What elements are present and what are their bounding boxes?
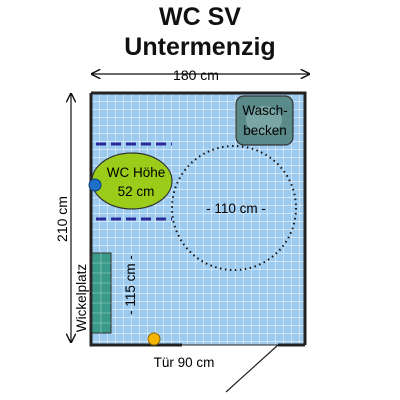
wc-label-line-2: 52 cm — [118, 184, 155, 199]
door-label: Tür 90 cm — [154, 355, 215, 370]
wc-toilet — [91, 152, 173, 210]
width-label: 180 cm — [173, 67, 219, 83]
title-line-2: Untermenzig — [124, 33, 276, 61]
title-line-1: WC SV — [159, 3, 241, 31]
turning-circle-label: - 110 cm - — [206, 201, 266, 216]
height-label: 210 cm — [54, 196, 70, 242]
wall-top-right — [91, 91, 307, 345]
flush-button — [88, 178, 102, 192]
washbasin-label-line-1: Wasch- — [242, 103, 287, 118]
changing-table-label: Wickelplatz — [74, 264, 89, 333]
side-clearance-label: - 115 cm - — [123, 255, 138, 315]
turning-circle — [171, 145, 297, 271]
wc-label-line-1: WC Höhe — [107, 165, 166, 180]
washbasin-label-line-2: becken — [243, 123, 287, 138]
door-marker — [147, 332, 161, 346]
door-leaf — [225, 344, 279, 393]
